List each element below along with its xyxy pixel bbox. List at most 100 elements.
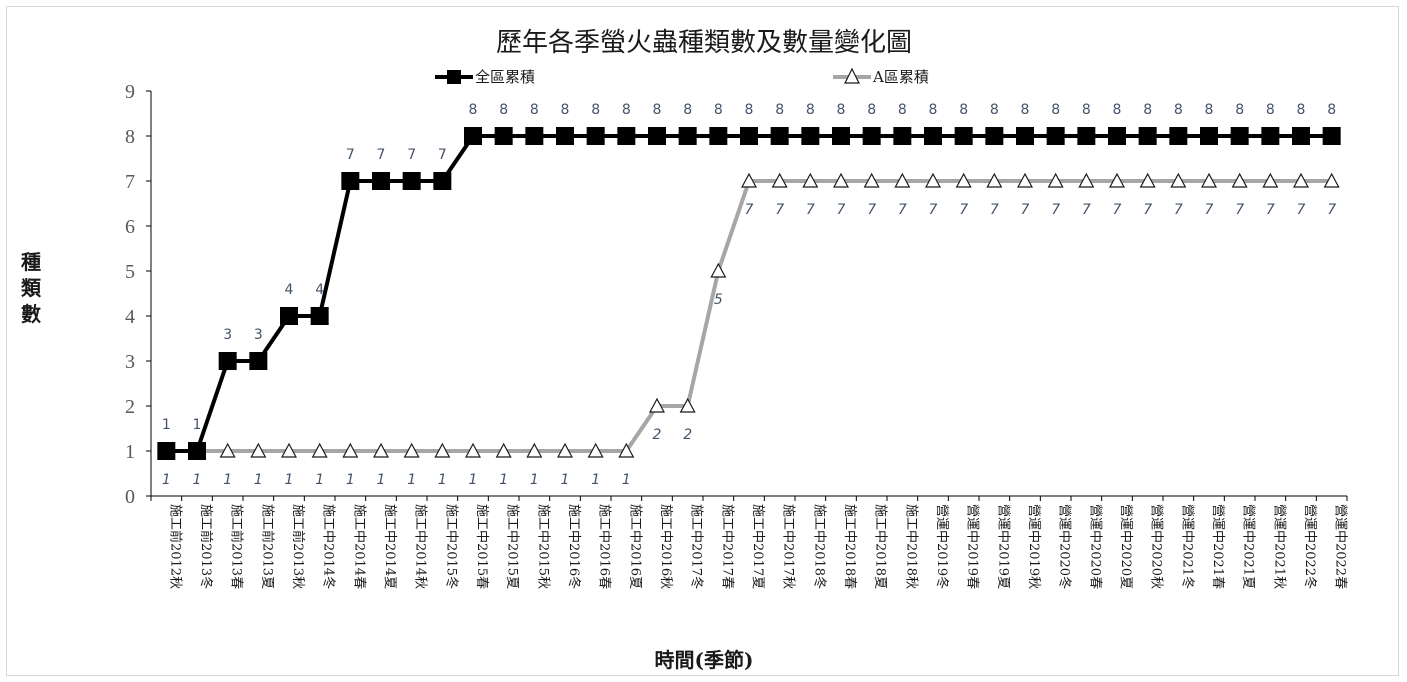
x-tick-label: 營運中2019春 (965, 504, 980, 589)
data-label-series-1: 7 (407, 147, 416, 163)
data-point-series-2 (219, 442, 236, 458)
legend-marker-series-1 (447, 70, 461, 84)
y-tick-label: 2 (125, 396, 135, 418)
data-point-series-2 (526, 442, 543, 458)
data-point-series-1 (188, 442, 206, 460)
x-tick-label: 營運中2019夏 (995, 504, 1010, 589)
data-point-series-1 (985, 127, 1004, 145)
data-point-series-1 (1046, 127, 1065, 145)
data-point-series-2 (342, 442, 359, 458)
x-tick-label: 營運中2021夏 (1241, 504, 1256, 589)
data-label-series-2: 7 (929, 202, 938, 218)
data-point-series-2 (1078, 172, 1095, 188)
data-label-series-2: 7 (1174, 202, 1183, 218)
series-markers (157, 127, 1341, 460)
data-label-series-2: 7 (1021, 202, 1030, 218)
data-point-series-1 (1261, 127, 1280, 145)
data-label-series-1: 8 (622, 102, 631, 118)
data-point-series-1 (249, 352, 268, 370)
data-label-series-2: 1 (438, 472, 447, 488)
data-label-series-1: 8 (653, 102, 662, 118)
data-point-series-1 (1322, 127, 1341, 145)
data-point-series-2 (1231, 172, 1248, 188)
data-point-series-1 (801, 127, 820, 145)
data-label-series-2: 7 (806, 202, 815, 218)
data-point-series-1 (832, 127, 850, 145)
data-label-series-2: 7 (898, 202, 907, 218)
data-point-series-2 (1047, 172, 1064, 188)
data-label-series-2: 7 (745, 202, 754, 218)
data-point-series-2 (894, 172, 911, 188)
data-point-series-1 (924, 127, 942, 145)
data-point-series-1 (740, 127, 758, 145)
data-label-series-1: 8 (806, 102, 815, 118)
data-point-series-1 (1292, 127, 1310, 145)
data-point-series-2 (311, 442, 328, 458)
data-point-series-1 (341, 172, 360, 190)
data-point-series-2 (1200, 172, 1218, 188)
data-point-series-2 (771, 172, 788, 188)
x-tick-label: 施工中2018春 (842, 504, 857, 589)
data-label-series-1: 8 (745, 102, 754, 118)
data-label-series-2: 1 (346, 472, 355, 488)
data-point-series-1 (617, 127, 636, 145)
x-ticks: 施工前2012秋 施工前2013冬 施工前2013春 施工前2013夏 施工前2013秋… (150, 496, 1348, 589)
data-label-series-2: 7 (775, 202, 784, 218)
x-tick-label: 施工中2015冬 (443, 504, 459, 589)
y-tick-label: 6 (125, 216, 135, 238)
data-point-series-1 (648, 127, 666, 145)
x-tick-label: 施工中2017冬 (689, 504, 705, 589)
x-tick-label: 施工中2018秋 (903, 504, 918, 589)
x-tick-label: 施工中2016冬 (566, 504, 582, 589)
data-point-series-2 (924, 172, 942, 188)
data-point-series-2 (1292, 172, 1310, 188)
data-label-series-2: 7 (1205, 202, 1214, 218)
data-point-series-1 (1230, 127, 1249, 145)
data-point-series-2 (1016, 172, 1034, 188)
data-label-series-1: 8 (775, 102, 784, 118)
y-tick-label: 0 (125, 486, 135, 508)
data-label-series-1: 8 (898, 102, 907, 118)
data-point-series-1 (1077, 127, 1096, 145)
data-label-series-2: 7 (1266, 202, 1275, 218)
data-label-series-1: 8 (1327, 102, 1336, 118)
data-label-series-1: 8 (1021, 102, 1030, 118)
x-tick-label: 施工中2017秋 (781, 504, 796, 589)
data-point-series-1 (494, 127, 513, 145)
data-point-series-1 (1016, 127, 1034, 145)
data-point-series-1 (862, 127, 881, 145)
data-label-series-2: 7 (990, 202, 999, 218)
data-point-series-1 (1138, 127, 1157, 145)
x-tick-label: 營運中2020秋 (1149, 504, 1164, 589)
data-label-series-1: 8 (1174, 102, 1183, 118)
y-tick-label: 8 (125, 126, 135, 148)
data-point-series-1 (893, 127, 912, 145)
x-tick-label: 營運中2019冬 (934, 504, 950, 589)
data-label-series-1: 8 (929, 102, 938, 118)
data-label-series-1: 8 (530, 102, 539, 118)
x-tick-label: 施工前2013春 (229, 504, 245, 589)
data-label-series-2: 1 (530, 472, 539, 488)
x-tick-label: 施工中2017春 (719, 504, 734, 589)
x-tick-label: 營運中2020冬 (1057, 504, 1073, 589)
x-tick-label: 營運中2022春 (1333, 504, 1348, 589)
data-label-series-2: 7 (1113, 202, 1122, 218)
y-tick-label: 9 (125, 81, 135, 103)
legend: 全區累積 A區累積 (435, 67, 929, 86)
data-label-series-2: 1 (193, 472, 202, 488)
data-label-series-2: 7 (1051, 202, 1060, 218)
y-axis-label: 種類數 (21, 250, 42, 326)
data-label-series-2: 7 (959, 202, 968, 218)
data-point-series-1 (372, 172, 390, 190)
data-point-series-2 (403, 442, 420, 458)
x-tick-label: 施工中2014秋 (413, 504, 428, 589)
x-tick-label: 施工中2014冬 (321, 504, 337, 589)
data-point-series-1 (310, 307, 329, 325)
data-point-series-2 (832, 172, 850, 188)
data-point-series-2 (955, 172, 972, 188)
y-ticks: 0 1 2 3 4 5 6 7 8 9 (125, 81, 151, 508)
data-label-series-1: 8 (1205, 102, 1214, 118)
data-point-series-1 (464, 127, 482, 145)
y-tick-label: 3 (125, 351, 135, 373)
x-tick-label: 施工中2016夏 (627, 504, 642, 589)
